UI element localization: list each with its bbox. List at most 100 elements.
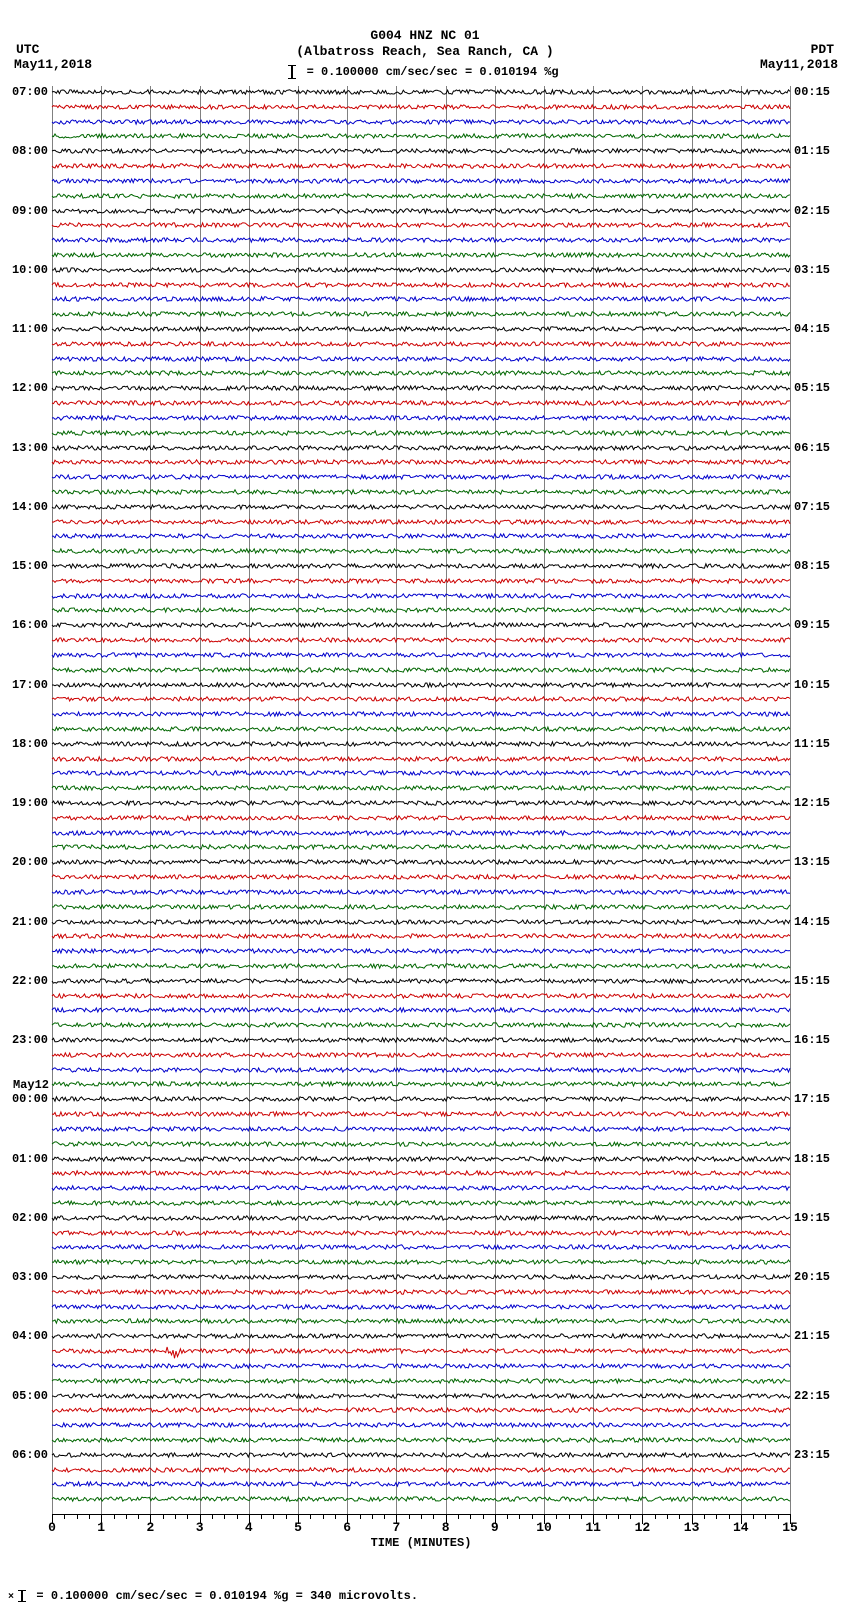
trace-row — [52, 174, 790, 188]
seismic-trace — [52, 115, 790, 129]
trace-row — [52, 944, 790, 958]
trace-row: 08:0001:15 — [52, 144, 790, 158]
seismic-trace — [52, 1255, 790, 1269]
utc-time-label: 09:00 — [12, 204, 48, 218]
seismic-trace — [52, 707, 790, 721]
utc-time-label: 19:00 — [12, 796, 48, 810]
seismic-trace — [52, 233, 790, 247]
seismic-trace — [52, 1181, 790, 1195]
seismic-trace — [52, 989, 790, 1003]
seismogram-plot: 07:0000:1508:0001:1509:0002:1510:0003:15… — [52, 86, 790, 1536]
x-tick-label: 9 — [491, 1520, 499, 1535]
trace-row — [52, 1240, 790, 1254]
seismic-trace — [52, 159, 790, 173]
seismic-trace — [52, 1433, 790, 1447]
trace-row — [52, 278, 790, 292]
trace-row — [52, 752, 790, 766]
trace-row — [52, 1300, 790, 1314]
trace-row — [52, 129, 790, 143]
trace-row: 02:0019:15 — [52, 1211, 790, 1225]
x-tick-label: 1 — [97, 1520, 105, 1535]
trace-row — [52, 648, 790, 662]
right-timezone-label: PDT — [811, 42, 834, 57]
seismic-trace — [52, 1033, 790, 1047]
seismic-trace — [52, 248, 790, 262]
pdt-time-label: 06:15 — [794, 441, 830, 455]
trace-row: 20:0013:15 — [52, 855, 790, 869]
seismic-trace — [52, 1226, 790, 1240]
trace-row — [52, 959, 790, 973]
seismic-trace — [52, 129, 790, 143]
seismic-trace — [52, 278, 790, 292]
station-location: (Albatross Reach, Sea Ranch, CA ) — [0, 44, 850, 60]
utc-time-label: 15:00 — [12, 559, 48, 573]
utc-time-label: 16:00 — [12, 618, 48, 632]
pdt-time-label: 03:15 — [794, 263, 830, 277]
seismic-trace — [52, 1092, 790, 1106]
utc-time-label: 00:00 — [12, 1092, 48, 1106]
trace-row — [52, 1344, 790, 1358]
seismic-trace — [52, 1003, 790, 1017]
seismic-trace — [52, 218, 790, 232]
trace-row — [52, 1018, 790, 1032]
trace-row — [52, 292, 790, 306]
pdt-time-label: 13:15 — [794, 855, 830, 869]
trace-row: 21:0014:15 — [52, 915, 790, 929]
utc-time-label: 17:00 — [12, 678, 48, 692]
seismic-trace — [52, 618, 790, 632]
pdt-time-label: 15:15 — [794, 974, 830, 988]
seismic-trace — [52, 1166, 790, 1180]
x-axis: 0123456789101112131415TIME (MINUTES) — [52, 1514, 790, 1536]
trace-row — [52, 337, 790, 351]
seismic-trace — [52, 781, 790, 795]
scale-bar-icon — [21, 1590, 23, 1602]
trace-row — [52, 1463, 790, 1477]
trace-row — [52, 1359, 790, 1373]
trace-row — [52, 1477, 790, 1491]
x-tick-label: 8 — [442, 1520, 450, 1535]
pdt-time-label: 04:15 — [794, 322, 830, 336]
trace-row: 09:0002:15 — [52, 204, 790, 218]
seismic-trace — [52, 752, 790, 766]
utc-time-label: 18:00 — [12, 737, 48, 751]
x-tick-label: 11 — [585, 1520, 601, 1535]
seismic-trace — [52, 1137, 790, 1151]
x-tick-label: 13 — [684, 1520, 700, 1535]
seismic-trace — [52, 1344, 790, 1358]
seismic-trace — [52, 692, 790, 706]
left-date: May11,2018 — [14, 57, 92, 72]
utc-time-label: 06:00 — [12, 1448, 48, 1462]
pdt-time-label: 09:15 — [794, 618, 830, 632]
trace-row — [52, 1374, 790, 1388]
trace-row — [52, 115, 790, 129]
seismic-trace — [52, 722, 790, 736]
seismic-trace — [52, 559, 790, 573]
trace-row — [52, 544, 790, 558]
seismic-trace — [52, 470, 790, 484]
trace-row — [52, 248, 790, 262]
seismic-trace — [52, 307, 790, 321]
seismic-trace — [52, 737, 790, 751]
trace-row: 06:0023:15 — [52, 1448, 790, 1462]
pdt-time-label: 08:15 — [794, 559, 830, 573]
utc-time-label: 10:00 — [12, 263, 48, 277]
pdt-time-label: 20:15 — [794, 1270, 830, 1284]
utc-time-label: 05:00 — [12, 1389, 48, 1403]
trace-row — [52, 929, 790, 943]
date-change-label: May12 — [13, 1078, 49, 1092]
trace-row — [52, 840, 790, 854]
seismic-trace — [52, 411, 790, 425]
trace-row — [52, 1063, 790, 1077]
seismic-trace — [52, 1152, 790, 1166]
pdt-time-label: 02:15 — [794, 204, 830, 218]
left-timezone-label: UTC — [16, 42, 39, 57]
x-tick-label: 7 — [392, 1520, 400, 1535]
trace-row — [52, 707, 790, 721]
trace-row — [52, 159, 790, 173]
trace-row — [52, 1181, 790, 1195]
seismic-trace — [52, 885, 790, 899]
seismic-trace — [52, 1418, 790, 1432]
seismic-trace — [52, 766, 790, 780]
trace-row — [52, 826, 790, 840]
trace-row — [52, 885, 790, 899]
